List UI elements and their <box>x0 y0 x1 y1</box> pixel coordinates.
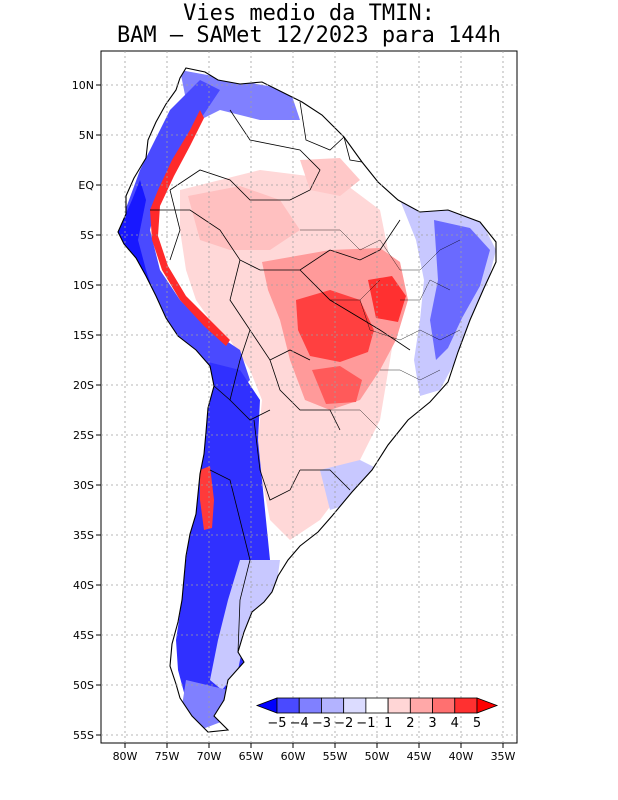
patagonia-light-cold <box>210 560 280 690</box>
colorbar-label: −4 <box>290 716 309 731</box>
colorbar: −5 −4 −3 −2 −1 1 2 3 4 5 <box>255 697 499 731</box>
colorbar-label: 4 <box>451 716 459 731</box>
colorbar-segment <box>409 697 433 714</box>
lon-label: 80W <box>113 750 138 763</box>
guiana-warm-patch <box>300 158 360 196</box>
lat-label: 5S <box>80 229 94 242</box>
amazon-warm-patch <box>188 186 300 250</box>
lat-labels: 10N 5N EQ 5S 10S 15S 20S 25S 30S 35S 40S… <box>72 79 95 742</box>
colorbar-segment <box>321 697 345 714</box>
lat-label: 15S <box>73 329 94 342</box>
andes-warm-ridge <box>150 110 230 346</box>
lon-label: 35W <box>491 750 516 763</box>
lat-label: 5N <box>79 129 94 142</box>
colorbar-label: −3 <box>312 716 331 731</box>
colorbar-segment <box>298 697 322 714</box>
colorbar-segment <box>432 697 456 714</box>
lon-label: 75W <box>155 750 180 763</box>
colorbar-label: 3 <box>428 716 436 731</box>
lon-label: 55W <box>323 750 348 763</box>
country-borders <box>150 101 411 653</box>
colorbar-segment <box>343 697 367 714</box>
caribbean-coast-cold <box>180 70 300 120</box>
colorbar-label: −5 <box>267 716 286 731</box>
lat-label: 10S <box>73 279 94 292</box>
colorbar-segment <box>276 697 300 714</box>
map-title-line1: Vies medio da TMIN: <box>183 1 435 26</box>
state-borders <box>300 229 461 431</box>
central-chile-warm <box>200 466 214 530</box>
lat-label: 35S <box>73 529 94 542</box>
lat-label: 40S <box>73 579 94 592</box>
colorbar-label: 1 <box>384 716 392 731</box>
lon-ticks <box>124 743 504 748</box>
lon-labels: 80W 75W 70W 65W 60W 55W 50W 45W 40W 35W <box>113 750 516 763</box>
colorbar-label: −1 <box>356 716 375 731</box>
strong-warm-core-tocantins <box>368 276 406 322</box>
colorbar-arrow-high <box>476 697 499 714</box>
peru-coast-strong-cold <box>118 180 166 320</box>
lon-label: 40W <box>449 750 474 763</box>
lon-label: 60W <box>281 750 306 763</box>
northeast-cold-core <box>430 220 490 360</box>
map-title-line2: BAM – SAMet 12/2023 para 144h <box>116 23 502 48</box>
colorbar-label: −2 <box>334 716 353 731</box>
colorbar-segment <box>454 697 478 714</box>
lat-label: 20S <box>73 379 94 392</box>
lat-label: 55S <box>73 729 94 742</box>
lat-label: 10N <box>72 79 94 92</box>
lat-label: 50S <box>73 679 94 692</box>
lon-label: 70W <box>197 750 222 763</box>
lon-label: 50W <box>365 750 390 763</box>
northern-andes-cold <box>118 80 250 400</box>
lat-label: 45S <box>73 629 94 642</box>
graticule <box>101 51 517 743</box>
lon-label: 65W <box>239 750 264 763</box>
coastline <box>117 67 497 733</box>
colorbar-label: 2 <box>406 716 414 731</box>
colorbar-label: 5 <box>473 716 481 731</box>
colorbar-segment <box>387 697 411 714</box>
lat-label: EQ <box>78 179 94 192</box>
lat-label: 25S <box>73 429 94 442</box>
lat-label: 30S <box>73 479 94 492</box>
lon-label: 45W <box>407 750 432 763</box>
lat-ticks <box>96 84 101 736</box>
colorbar-segment <box>365 697 389 714</box>
